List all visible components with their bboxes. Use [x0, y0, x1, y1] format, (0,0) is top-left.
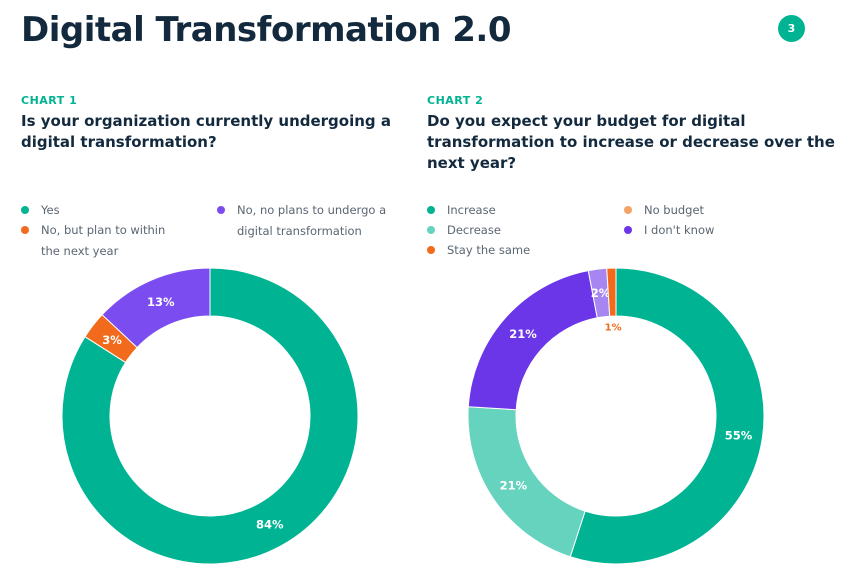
- legend-item-decrease: Decrease: [427, 220, 501, 241]
- legend-label-no-plans: No, no plans to undergo a digital transf…: [237, 203, 387, 238]
- data-label-no-but-plan-to-within-the-next-year: 3%: [102, 333, 122, 347]
- legend-dot-dont-know: [624, 226, 632, 234]
- data-label-increase: 55%: [725, 428, 753, 442]
- chart-2-donut: 55% 21% 21% 2% 1%: [467, 267, 765, 565]
- legend-label-plan-within-year: No, but plan to within the next year: [41, 223, 166, 258]
- chart-2-legend: Increase Decrease Stay the same No budge…: [427, 200, 847, 260]
- chart-1-donut: 84% 3% 13%: [61, 267, 359, 565]
- chart-1-title: Is your organization currently undergoin…: [21, 112, 392, 151]
- page-number-badge: 3: [778, 15, 805, 42]
- data-label-i-don-t-know: 21%: [509, 327, 537, 341]
- legend-item-stay-same: Stay the same: [427, 240, 530, 261]
- slice-no-no-plans-to-undergo-a-digital-transformation: [101, 267, 211, 349]
- legend-dot-plan-within-year: [21, 226, 29, 234]
- slice-stay-the-same: [606, 267, 617, 317]
- chart-2-header: CHART 2 Do you expect your budget for di…: [427, 94, 847, 174]
- legend-dot-decrease: [427, 226, 435, 234]
- chart-2-label: CHART 2: [427, 94, 484, 107]
- chart-1-header: CHART 1 Is your organization currently u…: [21, 94, 401, 153]
- legend-item-dont-know: I don't know: [624, 220, 714, 241]
- legend-item-increase: Increase: [427, 200, 496, 221]
- legend-label-decrease: Decrease: [447, 223, 501, 237]
- legend-label-yes: Yes: [41, 203, 60, 217]
- legend-dot-stay-same: [427, 246, 435, 254]
- legend-item-no-plans: No, no plans to undergo a digital transf…: [217, 200, 397, 242]
- chart-1-legend: Yes No, but plan to within the next year…: [21, 200, 401, 260]
- legend-label-no-budget: No budget: [644, 203, 705, 217]
- legend-dot-yes: [21, 206, 29, 214]
- chart-2-title: Do you expect your budget for digital tr…: [427, 112, 835, 172]
- legend-dot-no-plans: [217, 206, 225, 214]
- legend-dot-no-budget: [624, 206, 632, 214]
- chart-1-label: CHART 1: [21, 94, 78, 107]
- data-label-decrease: 21%: [500, 479, 528, 493]
- legend-item-yes: Yes: [21, 200, 60, 221]
- legend-item-plan-within-year: No, but plan to within the next year: [21, 220, 181, 262]
- page-title: Digital Transformation 2.0: [21, 10, 512, 50]
- legend-dot-increase: [427, 206, 435, 214]
- data-label-yes: 84%: [256, 518, 284, 532]
- slice-yes: [61, 267, 359, 565]
- data-label-no-budget: 2%: [591, 286, 611, 300]
- legend-label-increase: Increase: [447, 203, 496, 217]
- data-label-stay-the-same: 1%: [605, 323, 622, 334]
- data-label-no-no-plans-to-undergo-a-digital-transformation: 13%: [147, 295, 175, 309]
- slice-increase: [569, 267, 765, 565]
- legend-label-dont-know: I don't know: [644, 223, 715, 237]
- legend-label-stay-same: Stay the same: [447, 243, 531, 257]
- legend-item-no-budget: No budget: [624, 200, 704, 221]
